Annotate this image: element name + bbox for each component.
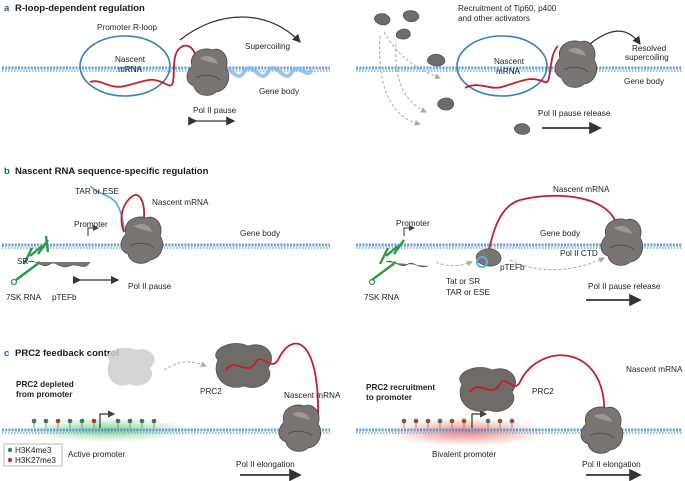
nascent-label-l2: mRNA [118,65,143,74]
histone-marks-right [401,418,515,428]
ptefb-tat-complex [475,248,502,268]
ptefb-label: pTEFb [52,293,77,302]
supercoiling-arrow [179,16,301,43]
supercoiling-label: Supercoiling [245,42,291,51]
gene-body-right: Gene body [624,77,665,86]
pol-ii-b-icon [120,216,164,264]
pol-ii-c-icon [278,404,322,452]
tar-ese-right-label: TAR or ESE [446,288,491,297]
recruit-arrow-b2 [509,257,605,271]
active-promoter-arrow [99,410,116,428]
h3k27-dot [7,457,13,463]
active-promoter-label: Active promoter [68,450,126,459]
pause-release-label: Pol II pause release [538,109,611,118]
7sk-label: 7SK RNA [6,293,42,302]
dna-strand-c-left [2,428,330,434]
nascent-mrna-c-label: Nascent mRNA [284,391,341,400]
nascent-mrna-label-b: Nascent mRNA [152,198,209,207]
tar-rna [89,185,125,233]
recruitment-l2: and other activators [458,14,530,23]
gene-body-b: Gene body [240,229,281,238]
pause-release-b-label: Pol II pause release [588,282,661,291]
prc2-label-c: PRC2 [200,387,222,396]
recruitment-arrows [379,31,441,126]
bivalent-promoter-label: Bivalent promoter [432,450,496,459]
depleted-l1: PRC2 depleted [16,380,74,389]
activator-blobs [374,10,531,135]
pol-elongation-c-right-label: Pol II elongation [582,460,641,469]
nascent-mrna-line [89,44,198,88]
panel-a-letter: a [4,3,10,14]
nascent-mrna-b-right [485,194,619,267]
pol-ii-right-icon [554,40,598,88]
sr-label: SR [17,257,28,266]
promoter-label-b: Promoter [74,220,108,229]
panel-b: b Nascent RNA sequence-specific regulati… [2,166,682,307]
tar-ese-label: TAR or ESE [75,187,120,196]
prc2-right-label: PRC2 [532,387,554,396]
dna-strand-b-left [2,243,330,249]
supercoiling-dna [218,66,314,78]
promoter-arrow [87,225,99,236]
tat-sr-label: Tat or SR [446,277,480,286]
nascent-mrna-c-right-label: Nascent mRNA [626,365,683,374]
panel-c-letter: c [4,348,9,359]
pol-ii-b-right-icon [600,218,644,266]
dna-strand-c-right [356,428,682,434]
nascent-mrna-right [464,45,559,89]
panel-b-title: Nascent RNA sequence-specific regulation [15,166,209,177]
prc2-faded [107,347,155,386]
histone-marks-left [31,418,157,428]
promoter-label-b-right: Promoter [396,219,430,228]
release-arrow-top [589,30,641,45]
depleted-l2: from promoter [16,390,73,399]
pol-pause-label: Pol II pause [193,106,237,115]
nascent-mrna-b [120,194,145,233]
7sk-complex-right [368,239,429,286]
panel-b-letter: b [4,166,10,177]
pol-ii-c-right-icon [580,406,624,454]
nascent-label-l1: Nascent [115,55,146,64]
7sk-right-label: 7SK RNA [364,293,400,302]
dna-strand-b-right [356,243,682,249]
nascent-mrna-c [225,342,319,421]
recruitment-c-l2: to promoter [366,393,413,402]
pol-pause-b: Pol II pause [128,282,172,291]
resolved-l1: Resolved [632,44,667,53]
prc2-move-arrow [163,361,207,371]
h3k4-dot [7,447,13,453]
pol-elongation-c-label: Pol II elongation [236,460,295,469]
pol-ii-icon [186,48,230,96]
dna-strand-a-right [356,66,682,72]
r-loop-circle [79,35,171,97]
nascent-mrna-c-right [469,354,606,421]
recruitment-l1: Recruitment of Tip60, p400 [458,4,557,13]
promoter-arrow-right [403,225,415,236]
pol-ctd-label: Pol II CTD [560,249,598,258]
promoter-rloop-label: Promoter R-loop [97,23,158,32]
panel-a-title: R-loop-dependent regulation [15,3,145,14]
panel-c: c PRC2 feedback control PRC2 deplete [2,342,683,481]
gene-body-label: Gene body [259,87,300,96]
r-loop-circle-right [456,35,548,97]
prc2-icon [215,343,272,388]
bivalent-promoter-arrow [471,410,488,428]
nascent-mrna-b-right-label: Nascent mRNA [553,185,610,194]
legend-h3k4: H3K4me3 [15,446,52,455]
resolved-l2: supercoiling [625,53,669,62]
nascent-right-l1: Nascent [494,57,525,66]
legend-h3k27: H3K27me3 [15,456,56,465]
panel-a: a R-loop-dependent regulation Promoter R… [2,3,682,135]
gene-body-b-right: Gene body [540,229,581,238]
legend-box [3,443,63,467]
nascent-right-l2: mRNA [496,67,521,76]
bivalent-glow [386,418,546,446]
recruitment-c-l1: PRC2 recruitment [366,383,435,392]
recruit-arrow-b1 [435,260,473,267]
7sk-complex [10,235,91,286]
panel-c-title: PRC2 feedback control [15,348,119,359]
ptefb-right-label: pTEFb [500,263,525,272]
